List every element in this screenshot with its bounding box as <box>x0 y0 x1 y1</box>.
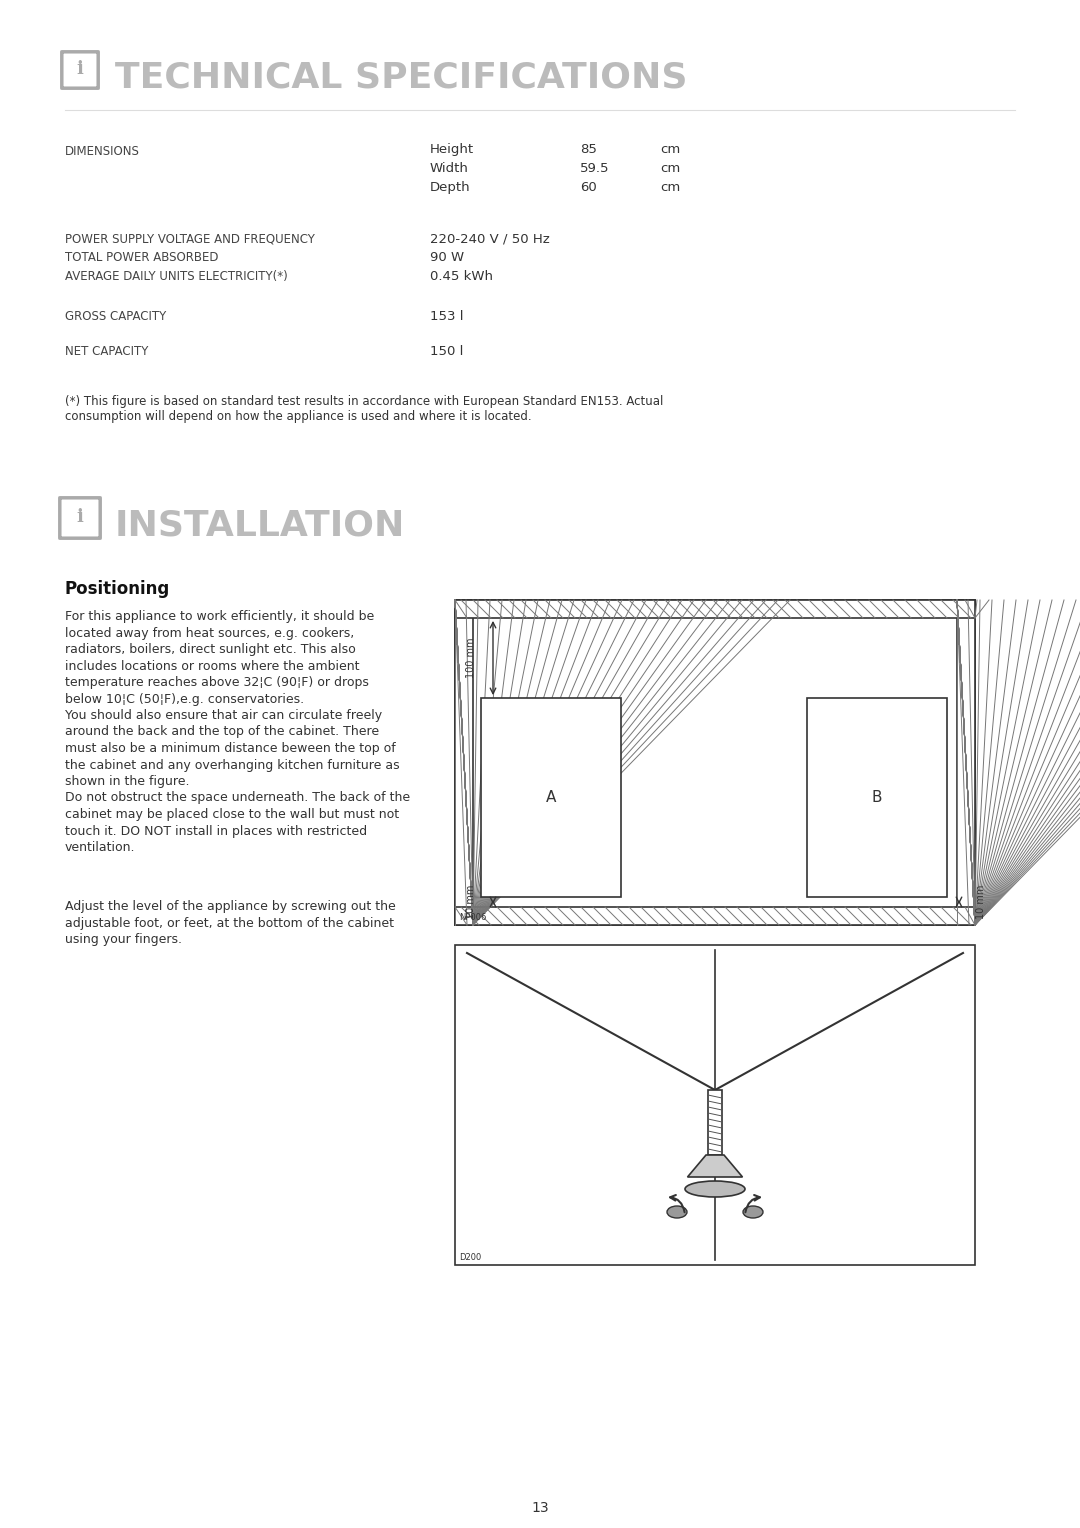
Text: 100 mm: 100 mm <box>465 637 476 678</box>
Text: cabinet may be placed close to the wall but must not: cabinet may be placed close to the wall … <box>65 808 400 821</box>
Text: Positioning: Positioning <box>65 581 171 597</box>
Text: GROSS CAPACITY: GROSS CAPACITY <box>65 310 166 322</box>
Text: cm: cm <box>660 144 680 156</box>
Text: Depth: Depth <box>430 180 471 194</box>
Text: 10 mm: 10 mm <box>976 885 986 920</box>
Text: 0.45 kWh: 0.45 kWh <box>430 270 492 283</box>
Bar <box>455 601 473 924</box>
Bar <box>455 601 975 617</box>
Text: below 10¦C (50¦F),e.g. conservatories.: below 10¦C (50¦F),e.g. conservatories. <box>65 692 305 706</box>
Text: POWER SUPPLY VOLTAGE AND FREQUENCY: POWER SUPPLY VOLTAGE AND FREQUENCY <box>65 232 315 244</box>
Text: shown in the figure.: shown in the figure. <box>65 775 189 788</box>
Text: B: B <box>872 790 882 805</box>
Text: NP006: NP006 <box>459 914 486 921</box>
Bar <box>455 601 975 924</box>
Text: INSTALLATION: INSTALLATION <box>114 507 405 542</box>
Text: the cabinet and any overhanging kitchen furniture as: the cabinet and any overhanging kitchen … <box>65 758 400 772</box>
Bar <box>957 601 975 924</box>
Text: TECHNICAL SPECIFICATIONS: TECHNICAL SPECIFICATIONS <box>114 60 688 95</box>
Ellipse shape <box>667 1206 687 1218</box>
Text: D200: D200 <box>459 1253 482 1262</box>
Text: (*) This figure is based on standard test results in accordance with European St: (*) This figure is based on standard tes… <box>65 396 663 423</box>
Text: 59.5: 59.5 <box>580 162 609 176</box>
Text: Adjust the level of the appliance by screwing out the: Adjust the level of the appliance by scr… <box>65 900 395 914</box>
Ellipse shape <box>685 1181 745 1196</box>
Text: 90 W: 90 W <box>430 251 464 264</box>
Text: Height: Height <box>430 144 474 156</box>
Text: Width: Width <box>430 162 469 176</box>
Bar <box>455 944 975 1265</box>
Text: 153 l: 153 l <box>430 310 463 322</box>
Ellipse shape <box>743 1206 762 1218</box>
Text: 220-240 V / 50 Hz: 220-240 V / 50 Hz <box>430 232 550 244</box>
Polygon shape <box>688 1155 743 1177</box>
Text: around the back and the top of the cabinet. There: around the back and the top of the cabin… <box>65 726 379 738</box>
Text: temperature reaches above 32¦C (90¦F) or drops: temperature reaches above 32¦C (90¦F) or… <box>65 675 369 689</box>
Text: NET CAPACITY: NET CAPACITY <box>65 345 148 358</box>
Text: ventilation.: ventilation. <box>65 840 135 854</box>
Text: 10 mm: 10 mm <box>465 885 476 920</box>
Text: located away from heat sources, e.g. cookers,: located away from heat sources, e.g. coo… <box>65 626 354 640</box>
Text: i: i <box>77 60 83 78</box>
Text: i: i <box>77 507 83 526</box>
Text: must also be a minimum distance beween the top of: must also be a minimum distance beween t… <box>65 743 395 755</box>
Text: 60: 60 <box>580 180 597 194</box>
Bar <box>455 908 975 924</box>
Text: 85: 85 <box>580 144 597 156</box>
Text: adjustable foot, or feet, at the bottom of the cabinet: adjustable foot, or feet, at the bottom … <box>65 917 394 929</box>
Bar <box>807 698 947 897</box>
Text: cm: cm <box>660 162 680 176</box>
Text: AVERAGE DAILY UNITS ELECTRICITY(*): AVERAGE DAILY UNITS ELECTRICITY(*) <box>65 270 287 283</box>
Text: cm: cm <box>660 180 680 194</box>
Text: using your fingers.: using your fingers. <box>65 934 183 946</box>
Text: includes locations or rooms where the ambient: includes locations or rooms where the am… <box>65 660 360 672</box>
Text: TOTAL POWER ABSORBED: TOTAL POWER ABSORBED <box>65 251 218 264</box>
Bar <box>708 1089 723 1155</box>
Text: DIMENSIONS: DIMENSIONS <box>65 145 140 157</box>
Text: 13: 13 <box>531 1500 549 1514</box>
Text: You should also ensure that air can circulate freely: You should also ensure that air can circ… <box>65 709 382 723</box>
Text: A: A <box>545 790 556 805</box>
Text: touch it. DO NOT install in places with restricted: touch it. DO NOT install in places with … <box>65 825 367 837</box>
Text: For this appliance to work efficiently, it should be: For this appliance to work efficiently, … <box>65 610 375 623</box>
Text: 150 l: 150 l <box>430 345 463 358</box>
Text: radiators, boilers, direct sunlight etc. This also: radiators, boilers, direct sunlight etc.… <box>65 643 355 656</box>
Text: Do not obstruct the space underneath. The back of the: Do not obstruct the space underneath. Th… <box>65 792 410 805</box>
Bar <box>481 698 621 897</box>
